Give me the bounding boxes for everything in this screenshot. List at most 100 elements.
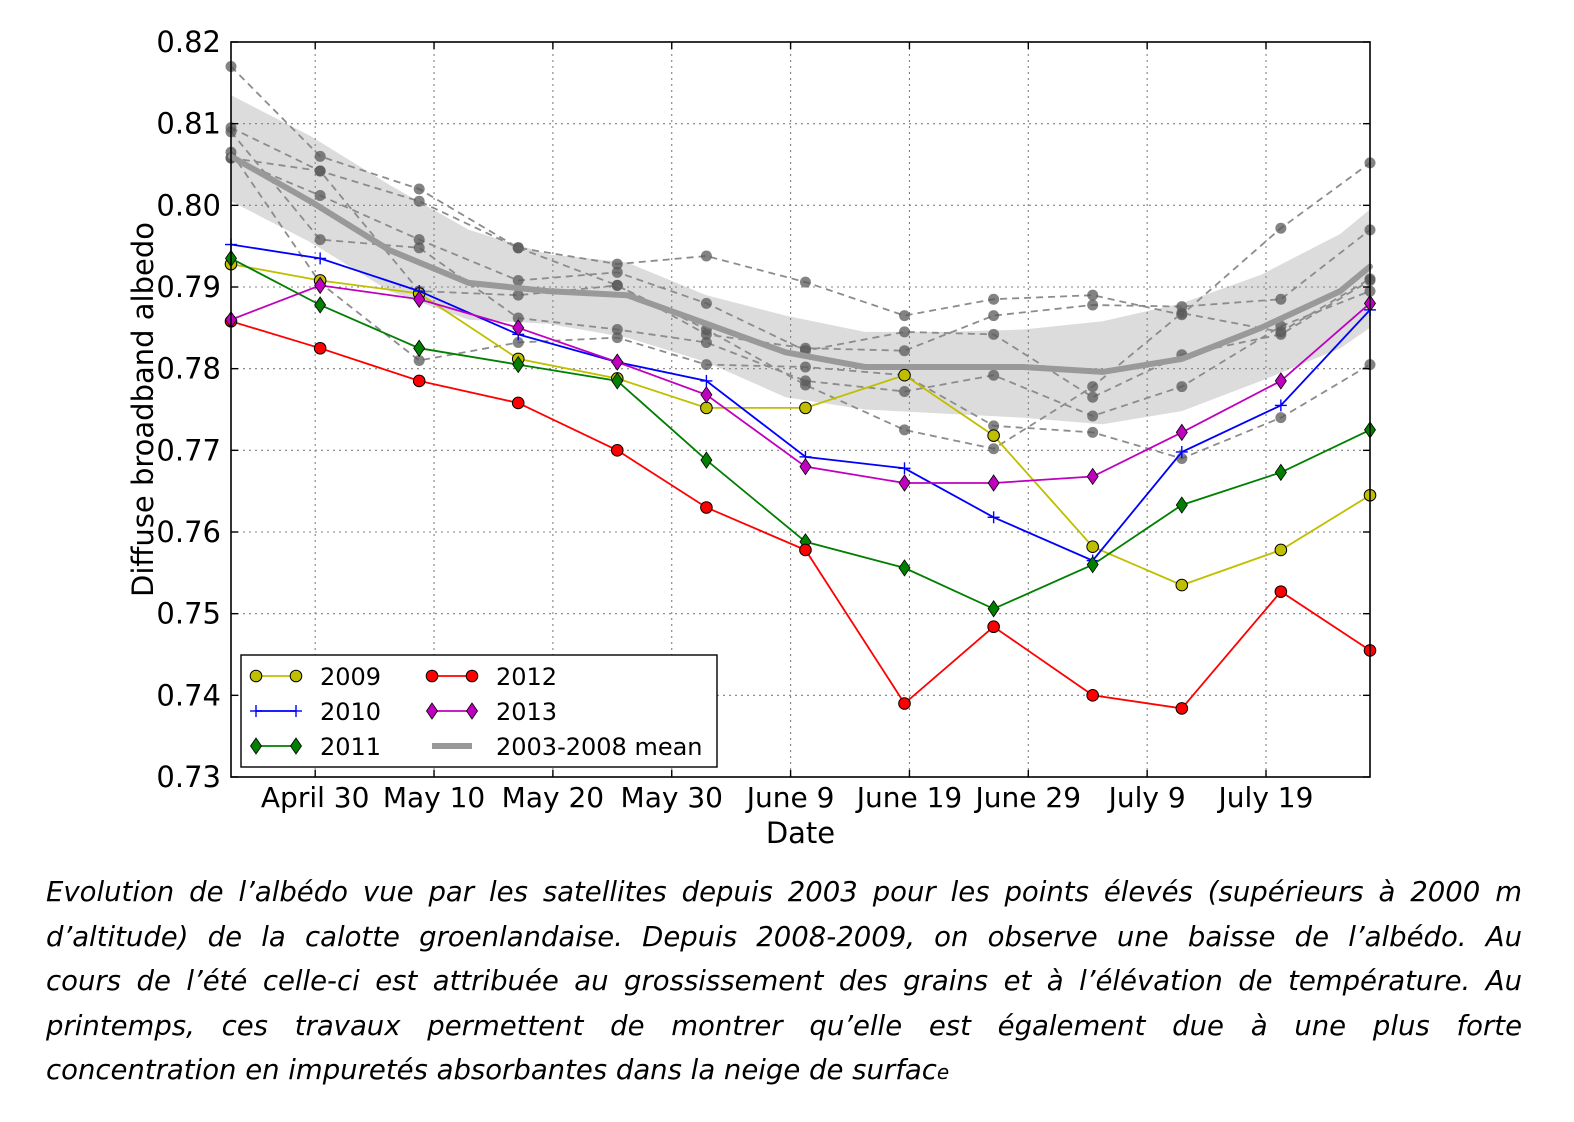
x-tick-label: July 9 <box>1107 781 1186 814</box>
series-point-2013 <box>512 319 525 337</box>
series-point-2011 <box>512 355 525 374</box>
background-series-point <box>799 379 811 391</box>
legend-marker-2012 <box>465 669 479 683</box>
x-tick-label: May 20 <box>502 781 604 814</box>
series-point-2010 <box>700 374 713 387</box>
background-series-point <box>700 337 712 349</box>
series-2013 <box>225 276 1376 492</box>
background-series-point <box>988 420 1000 432</box>
series-2011 <box>225 249 1376 618</box>
series-point-2010 <box>1274 399 1287 412</box>
series-point-2010 <box>314 252 327 265</box>
tick-layer: 0.73 0.74 0.75 0.76 0.77 0.78 0.79 0.80 0.81 0.82… <box>156 25 1370 814</box>
background-series-point <box>314 234 326 246</box>
series-point-2009 <box>987 429 1000 442</box>
background-series-point <box>314 165 326 177</box>
series-point-2013 <box>987 474 1000 492</box>
series-point-2013 <box>611 353 624 371</box>
background-series-point <box>1275 326 1287 338</box>
series-point-2013 <box>898 474 911 492</box>
background-series-point <box>1176 307 1188 319</box>
series-point-2011 <box>611 372 624 390</box>
background-series-point <box>512 242 524 254</box>
background-series-point <box>898 310 910 322</box>
background-series-point <box>1275 222 1287 234</box>
series-point-2012 <box>799 543 812 557</box>
background-series-point <box>988 310 1000 322</box>
series-point-2010 <box>1175 445 1188 458</box>
background-series-point <box>611 279 623 291</box>
series-point-2013 <box>1274 372 1287 390</box>
background-series-point <box>988 443 1000 455</box>
background-series-point <box>611 266 623 278</box>
y-tick-label: 0.82 <box>156 25 221 59</box>
legend-entry-2010: 2010 <box>250 698 381 726</box>
series-point-2009 <box>898 368 911 382</box>
background-series-point <box>700 359 712 371</box>
background-series-point <box>1275 293 1287 305</box>
caption-line-5-tail: e <box>936 1060 950 1084</box>
background-series-point <box>314 150 326 162</box>
series-point-2010 <box>898 462 911 475</box>
series-point-2012 <box>987 620 1000 634</box>
legend-label-2013: 2013 <box>496 698 557 726</box>
series-point-2012 <box>1086 689 1099 702</box>
legend-label-mean: 2003-2008 mean <box>496 733 703 761</box>
legend-entry-2013: 2013 <box>426 698 557 726</box>
mean-band <box>231 95 1370 425</box>
background-series-point <box>799 276 811 288</box>
background-series-point <box>512 312 524 324</box>
legend-label-2012: 2012 <box>496 663 557 691</box>
background-series-point <box>413 242 425 254</box>
series-point-2012 <box>412 374 426 388</box>
background-series-point <box>413 195 425 207</box>
caption-line-4: printemps, ces travaux permettent de mon… <box>46 1009 1522 1042</box>
series-point-2013 <box>700 386 713 404</box>
legend-marker-2012 <box>425 669 439 683</box>
y-tick-label: 0.80 <box>156 188 221 222</box>
background-series-point <box>988 369 1000 381</box>
series-point-2011 <box>987 600 1000 618</box>
background-series-point <box>314 190 326 202</box>
x-tick-label: June 19 <box>855 781 963 814</box>
y-tick-label: 0.78 <box>156 352 221 386</box>
background-series-point <box>898 345 910 357</box>
background-series-point <box>512 274 524 286</box>
series-point-2012 <box>511 396 525 410</box>
series-point-2011 <box>1086 555 1099 574</box>
legend-label-2011: 2011 <box>320 733 381 761</box>
y-axis-label: Diffuse broadband albedo <box>126 222 160 597</box>
series-point-2012 <box>610 444 624 457</box>
series-point-2013 <box>413 290 426 308</box>
plot-frame <box>230 41 1371 778</box>
background-series-point <box>988 328 1000 340</box>
legend-marker-2009 <box>289 669 303 683</box>
background-series-point <box>700 250 712 262</box>
series-point-2013 <box>1086 467 1099 486</box>
series-point-2009 <box>1086 540 1099 554</box>
background-series-point <box>799 361 811 373</box>
background-series-point <box>898 386 910 398</box>
background-series-point <box>611 258 623 270</box>
series-point-2009 <box>1274 543 1288 557</box>
y-tick-label: 0.76 <box>156 515 221 549</box>
series-point-2012 <box>898 697 911 710</box>
background-series-point <box>1087 289 1099 301</box>
background-series-point <box>413 183 425 195</box>
background-series-point <box>1087 410 1099 422</box>
y-tick-label: 0.81 <box>156 107 221 141</box>
mean-line-layer <box>228 153 1373 375</box>
x-tick-label: June 9 <box>745 781 835 814</box>
background-series-point <box>988 293 1000 305</box>
series-point-2010 <box>987 511 1000 524</box>
caption-line-5: concentration en impuretés absorbantes d… <box>46 1048 1522 1095</box>
y-tick-label: 0.77 <box>156 433 221 467</box>
background-series-point <box>1087 381 1099 393</box>
x-tick-label: May 10 <box>383 781 485 814</box>
x-tick-label: May 30 <box>621 781 723 814</box>
series-point-2011 <box>1274 463 1287 482</box>
mean-line <box>228 153 1373 375</box>
legend-marker-2010 <box>290 705 302 717</box>
caption-line-1: Evolution de l’albédo vue par les satell… <box>46 876 1522 908</box>
background-series-point <box>1087 299 1099 311</box>
